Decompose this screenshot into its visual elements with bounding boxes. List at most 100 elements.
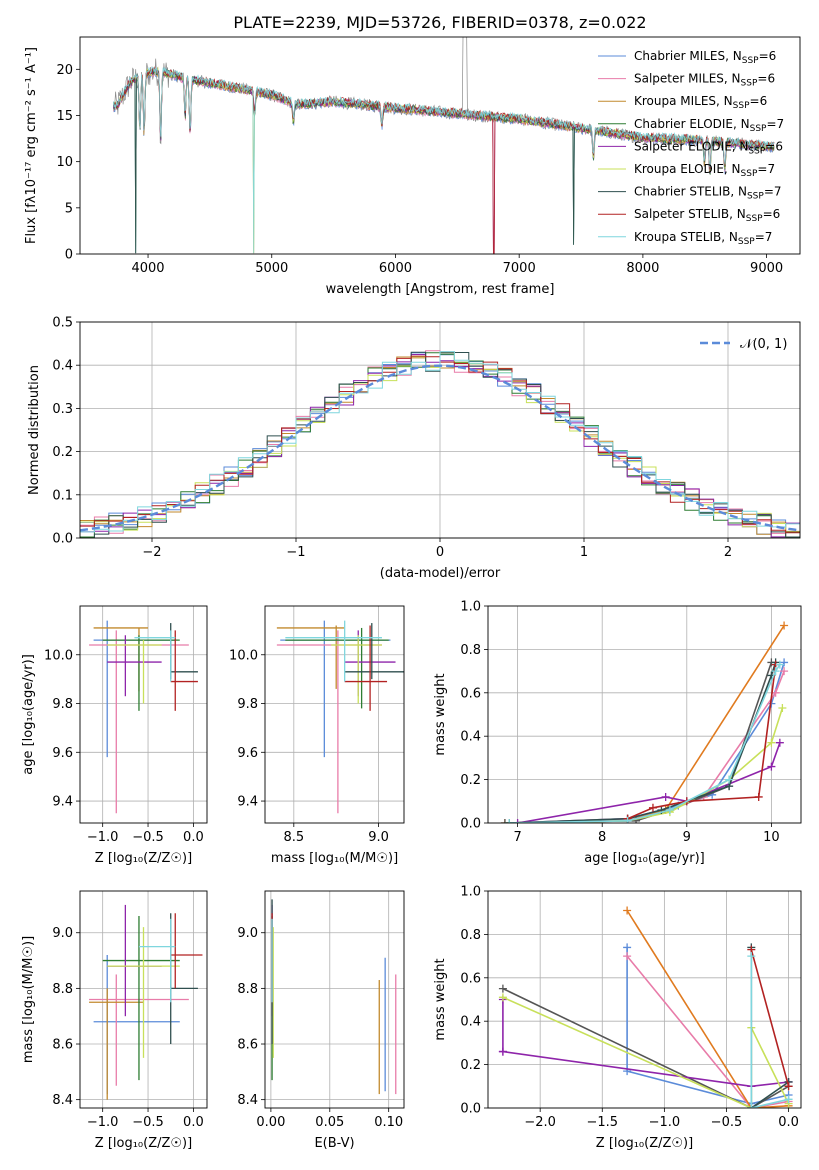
spectrum-panel: 4000 5000 6000 7000 8000 9000 0 5 10 15 20 waveleng… xyxy=(24,36,801,297)
y-axis-label: Flux [fλ10⁻¹⁷ erg cm⁻² s⁻¹ A⁻¹] xyxy=(24,47,39,244)
axes-frame: −2 −1 0 1 2 0.0 0.1 0.2 0.3 0.4 0.5 xyxy=(52,316,801,560)
legend-label: Chabrier MILES, NSSP=6 xyxy=(634,49,776,66)
y-tick-label: 9.0 xyxy=(237,926,258,941)
y-tick-label: 0.3 xyxy=(52,402,73,417)
grid xyxy=(265,891,404,1108)
x-axis-label: E(B-V) xyxy=(314,1136,354,1151)
mass-vs-ebv-panel: 0.00 0.05 0.10 8.4 8.6 8.8 9.0 E(B-V) xyxy=(237,890,405,1151)
legend-label: Kroupa ELODIE, NSSP=7 xyxy=(634,162,775,179)
y-tick-label: 10 xyxy=(56,155,73,170)
axes-border xyxy=(264,890,405,1109)
y-tick-label: 10.0 xyxy=(229,648,258,663)
y-tick-label: 8.6 xyxy=(52,1038,73,1053)
mass-weight-marker xyxy=(784,1095,793,1104)
age-vs-z-panel: −1.0 −0.5 0.0 9.4 9.6 9.8 10.0 Z [log₁₀(Z/Z☉)] a… xyxy=(21,605,208,866)
normal-curve-line xyxy=(80,364,800,532)
axes-frame: 8.5 9.0 9.4 9.6 9.8 10.0 xyxy=(229,605,405,845)
y-tick-label: 0.2 xyxy=(460,773,481,788)
mass-weight-marker xyxy=(623,906,632,915)
x-tick-label: −1.0 xyxy=(87,830,119,845)
mass-weight-marker xyxy=(784,1082,793,1091)
x-tick-label: −0.5 xyxy=(711,1115,743,1130)
y-tick-label: 20 xyxy=(56,63,73,78)
legend-label: Chabrier ELODIE, NSSP=7 xyxy=(634,117,784,134)
y-tick-label: 0.8 xyxy=(460,928,481,943)
axes-frame: −1.0 −0.5 0.0 9.4 9.6 9.8 10.0 xyxy=(44,605,208,845)
legend-label: Kroupa STELIB, NSSP=7 xyxy=(634,230,772,247)
y-tick-label: 0.0 xyxy=(460,1102,481,1117)
axes-frame: 4000 5000 6000 7000 8000 9000 0 5 10 15 20 xyxy=(56,36,801,276)
mass-weight-marker xyxy=(725,775,734,784)
legend-label: 𝒩(0, 1) xyxy=(740,337,787,352)
legend-label: Salpeter STELIB, NSSP=6 xyxy=(634,207,780,224)
mass-weight-marker xyxy=(780,667,789,676)
mass-weight-marker xyxy=(778,703,787,712)
mass-weight-line xyxy=(626,910,789,1108)
residual-legend: 𝒩(0, 1) xyxy=(700,337,787,352)
x-tick-label: −2 xyxy=(142,545,161,560)
figure-title: PLATE=2239, MJD=53726, FIBERID=0378, z=0… xyxy=(233,13,646,32)
x-tick-label: −1.5 xyxy=(586,1115,618,1130)
mass-weight-line xyxy=(626,947,789,1105)
mass-weight-marker xyxy=(775,738,784,747)
model-spectrum-line xyxy=(113,66,775,254)
mass-weight-marker xyxy=(623,952,632,961)
axes-border xyxy=(264,605,405,824)
axes-frame: −2.0 −1.5 −1.0 −0.5 0.0 0.0 0.2 0.4 0.6 0.8 1.0 xyxy=(460,885,802,1130)
axes-border xyxy=(79,605,208,824)
y-tick-label: 0.4 xyxy=(52,359,73,374)
y-tick-label: 0.2 xyxy=(460,1058,481,1073)
plot-area xyxy=(89,904,203,1100)
mass-weight-marker xyxy=(767,738,776,747)
x-tick-label: 0.00 xyxy=(256,1115,285,1130)
mass-weight-marker xyxy=(780,658,789,667)
x-tick-label: 7 xyxy=(513,830,521,845)
y-axis-label: mass weight xyxy=(433,673,448,755)
mass-weight-marker xyxy=(513,819,522,823)
age-vs-mass-panel: 8.5 9.0 9.4 9.6 9.8 10.0 mass [log₁₀(M/M☉)] xyxy=(229,605,405,866)
y-tick-label: 9.8 xyxy=(52,697,73,712)
x-tick-label: 10 xyxy=(763,830,780,845)
x-tick-label: −1.0 xyxy=(649,1115,681,1130)
mass-vs-z-panel: −1.0 −0.5 0.0 8.4 8.6 8.8 9.0 Z [log₁₀(Z/Z☉)] ma… xyxy=(21,890,208,1151)
mass-weight-marker xyxy=(780,621,789,630)
mass-weight-line xyxy=(502,987,790,1108)
x-axis-label: wavelength [Angstrom, rest frame] xyxy=(326,282,555,297)
mass-weight-marker xyxy=(747,952,756,961)
x-tick-label: −1.0 xyxy=(87,1115,119,1130)
mass-weight-marker xyxy=(505,819,514,823)
mass-weight-marker xyxy=(661,792,670,801)
x-axis-label: mass [log₁₀(M/M☉)] xyxy=(271,851,398,866)
x-tick-label: 9.0 xyxy=(368,830,389,845)
x-tick-label: 0.05 xyxy=(315,1115,344,1130)
y-tick-label: 5 xyxy=(65,201,73,216)
y-tick-label: 10.0 xyxy=(44,648,73,663)
x-tick-label: 8.5 xyxy=(283,830,304,845)
mass-weight-line xyxy=(750,949,790,1087)
y-tick-label: 0.5 xyxy=(52,316,73,331)
x-tick-label: 5000 xyxy=(255,261,288,276)
x-tick-label: 8 xyxy=(598,830,606,845)
axes-border xyxy=(79,321,801,539)
legend-label: Salpeter ELODIE, NSSP=6 xyxy=(634,139,783,156)
y-tick-label: 9.6 xyxy=(52,746,73,761)
weight-vs-z-panel: −2.0 −1.5 −1.0 −0.5 0.0 0.0 0.2 0.4 0.6 0.8 1.0 Z [… xyxy=(433,885,802,1151)
x-tick-label: −1 xyxy=(286,545,305,560)
mass-weight-marker xyxy=(498,993,507,1002)
mass-weight-line xyxy=(509,662,777,823)
y-tick-label: 0.6 xyxy=(460,971,481,986)
mass-weight-marker xyxy=(767,762,776,771)
mass-weight-marker xyxy=(754,792,763,801)
plot-area xyxy=(80,350,800,538)
y-tick-label: 8.4 xyxy=(52,1093,73,1108)
y-tick-label: 9.6 xyxy=(237,746,258,761)
x-tick-label: −2.0 xyxy=(524,1115,556,1130)
plot-area xyxy=(89,620,198,814)
y-tick-label: 8.4 xyxy=(237,1093,258,1108)
x-tick-label: −0.5 xyxy=(132,1115,164,1130)
mass-weight-marker xyxy=(665,805,674,814)
x-tick-label: 6000 xyxy=(379,261,412,276)
model-spectrum-line xyxy=(113,66,775,254)
mass-weight-marker xyxy=(648,803,657,812)
